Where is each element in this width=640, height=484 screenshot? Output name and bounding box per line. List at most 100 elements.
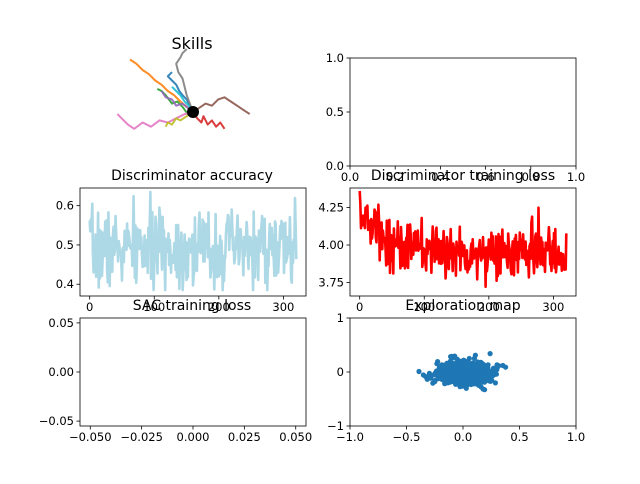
sac-loss-ticks: −0.050 −0.025 0.000 0.025 0.050 −0.05 0.00 0.05: [39, 316, 312, 444]
exploration-point: [482, 379, 488, 385]
disc-loss-panel: Discriminator training loss 0 100 200 300 3.…: [318, 168, 577, 315]
disc-accuracy-xtick-label: 200: [208, 300, 230, 314]
disc-accuracy-ticks: 0 100 200 300 0.4 0.5 0.6: [56, 199, 295, 314]
exploration-point: [424, 376, 430, 382]
disc-loss-xtick-label: 100: [413, 300, 435, 314]
disc-loss-ticks: 0 100 200 300 3.75 4.00 4.25: [318, 201, 564, 315]
exploration-point: [445, 380, 451, 386]
exploration-point: [461, 369, 467, 375]
skill-trajectory-7: [175, 48, 194, 113]
exploration-point: [466, 379, 472, 385]
exploration-panel: Exploration map −1.0 −0.5 0.0 0.5 1.0−101: [327, 298, 585, 444]
exploration-point: [492, 365, 498, 372]
exploration-point: [452, 360, 458, 366]
disc-accuracy-ytick-label: 0.4: [56, 277, 74, 291]
sac-loss-ytick-label: 0.00: [48, 365, 74, 379]
exploration-point: [441, 372, 447, 378]
empty-ytick-label: 1.0: [326, 51, 344, 65]
skill-trajectory-6: [116, 111, 194, 130]
disc-loss-ytick-label: 3.75: [318, 276, 344, 290]
exploration-point: [434, 371, 440, 377]
exploration-point: [476, 381, 483, 387]
disc-accuracy-ytick-label: 0.5: [56, 238, 74, 252]
sac-loss-xtick-label: 0.000: [177, 430, 210, 444]
exploration-point: [503, 364, 509, 370]
exploration-point: [447, 376, 453, 382]
exploration-point: [480, 386, 486, 392]
skill-trajectory-5: [192, 96, 251, 115]
exploration-point: [457, 378, 464, 384]
exploration-point: [453, 368, 459, 374]
exploration-point: [460, 360, 466, 366]
exploration-point: [444, 365, 450, 371]
exploration-xtick-label: −0.5: [393, 430, 421, 444]
exploration-point: [487, 378, 494, 384]
exploration-xtick-label: −1.0: [336, 430, 364, 444]
empty-ticks: 0.0 0.2 0.4 0.6 0.8 1.0 0.0 0.5 1.0: [326, 51, 585, 184]
exploration-point: [475, 364, 481, 370]
exploration-point: [471, 355, 477, 361]
skill-trajectory-4: [160, 90, 194, 113]
sac-loss-xtick-label: −0.050: [69, 430, 112, 444]
disc-loss-xtick-label: 300: [542, 300, 564, 314]
disc-accuracy-xtick-label: 100: [143, 300, 165, 314]
disc-loss-line: [358, 190, 568, 289]
exploration-ytick-label: 1: [337, 311, 344, 325]
disc-loss-ytick-label: 4.25: [318, 201, 344, 215]
exploration-ytick-label: −1: [327, 419, 344, 433]
exploration-point: [440, 364, 446, 370]
exploration-ytick-label: 0: [337, 365, 344, 379]
exploration-point: [426, 370, 432, 376]
exploration-point: [486, 369, 493, 375]
exploration-point: [435, 376, 441, 382]
exploration-point: [416, 368, 422, 375]
exploration-point: [440, 376, 446, 382]
exploration-point: [467, 374, 473, 380]
skills-plot: [116, 48, 251, 130]
empty-xtick-label: 0.4: [431, 170, 449, 184]
disc-loss-xtick-label: 0: [356, 300, 363, 314]
exploration-point: [473, 375, 480, 381]
skill-trajectory-3: [192, 111, 226, 130]
empty-panel: 0.0 0.2 0.4 0.6 0.8 1.0 0.0 0.5 1.0: [326, 51, 585, 184]
skill-trajectory-9: [171, 86, 194, 113]
exploration-point: [492, 380, 498, 386]
disc-accuracy-line: [88, 190, 298, 292]
skills-panel: Skills: [116, 34, 251, 130]
disc-accuracy-xtick-label: 300: [272, 300, 294, 314]
exploration-point: [478, 375, 484, 381]
sac-loss-ytick-label: 0.05: [48, 316, 74, 330]
disc-accuracy-ytick-label: 0.6: [56, 199, 74, 213]
exploration-point: [487, 351, 493, 357]
exploration-point: [435, 359, 441, 365]
exploration-point: [448, 354, 454, 360]
disc-loss-title: Discriminator training loss: [371, 168, 555, 184]
empty-xtick-label: 0.6: [476, 170, 494, 184]
disc-loss-xtick-label: 200: [478, 300, 500, 314]
sac-loss-ytick-label: −0.05: [39, 414, 74, 428]
empty-xtick-label: 0.0: [341, 170, 359, 184]
exploration-point: [463, 385, 469, 391]
skill-trajectory-8: [164, 111, 194, 128]
sac-loss-xtick-label: 0.025: [228, 430, 261, 444]
exploration-point: [449, 371, 455, 377]
exploration-xtick-label: 1.0: [567, 430, 585, 444]
empty-ytick-label: 0.5: [326, 105, 344, 119]
disc-accuracy-title: Discriminator accuracy: [111, 168, 273, 184]
disc-accuracy-frame: [79, 187, 307, 297]
empty-xtick-label: 0.8: [522, 170, 540, 184]
exploration-xtick-label: 0.5: [510, 430, 528, 444]
exploration-xtick-label: 0.0: [454, 430, 472, 444]
exploration-ticks: −1.0 −0.5 0.0 0.5 1.0 −1 0 1: [327, 311, 585, 444]
disc-loss-frame: [349, 187, 577, 297]
skills-start-point: [187, 106, 199, 118]
disc-accuracy-plot: [88, 190, 298, 292]
empty-ytick-label: 0.0: [326, 159, 344, 173]
disc-accuracy-panel: Discriminator accuracy 0 100 200 3000.40.50…: [56, 168, 307, 314]
empty-xtick-label: 0.2: [386, 170, 404, 184]
exploration-title: Exploration map: [405, 298, 520, 314]
exploration-point: [466, 355, 472, 362]
exploration-point: [476, 360, 482, 366]
exploration-point: [457, 371, 463, 377]
